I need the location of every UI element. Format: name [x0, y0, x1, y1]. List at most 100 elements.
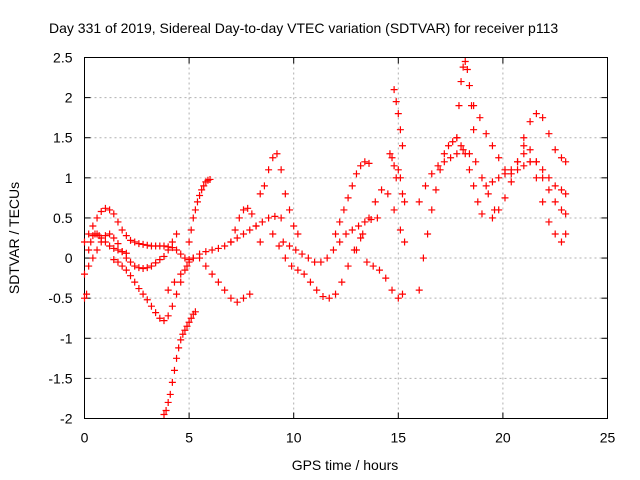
data-point — [463, 66, 471, 74]
data-point — [206, 175, 214, 183]
data-point — [526, 118, 534, 126]
data-point — [281, 254, 289, 262]
data-point — [233, 298, 241, 306]
data-point — [114, 258, 122, 266]
series-arc-8 — [196, 254, 254, 306]
data-point — [311, 258, 319, 266]
axes — [84, 57, 608, 419]
data-point — [89, 222, 97, 230]
data-point — [110, 256, 118, 264]
data-point — [173, 246, 181, 254]
data-point — [457, 78, 465, 86]
data-point — [313, 286, 321, 294]
data-point — [196, 254, 204, 262]
data-point — [185, 258, 193, 266]
y-tick-label: -1.5 — [48, 370, 72, 386]
data-point — [193, 198, 201, 206]
data-point — [432, 186, 440, 194]
data-point — [396, 126, 404, 134]
data-point — [239, 230, 247, 238]
data-point — [342, 230, 350, 238]
data-point — [248, 210, 256, 218]
data-point — [114, 246, 122, 254]
data-point — [235, 214, 243, 222]
data-point — [273, 150, 281, 158]
data-point — [332, 290, 340, 298]
data-point — [348, 182, 356, 190]
data-point — [520, 150, 528, 158]
data-point — [447, 154, 455, 162]
data-point — [562, 210, 570, 218]
data-point — [122, 249, 130, 257]
data-point — [286, 242, 294, 250]
data-point — [106, 242, 114, 250]
data-point — [532, 174, 540, 182]
data-point — [434, 162, 442, 170]
data-point — [415, 286, 423, 294]
data-point — [173, 230, 181, 238]
data-point — [352, 170, 360, 178]
data-point — [306, 278, 314, 286]
y-tick-label: 1.5 — [53, 130, 73, 146]
data-point — [131, 262, 139, 270]
data-point — [545, 218, 553, 226]
data-point — [396, 226, 404, 234]
data-point — [214, 278, 222, 286]
data-point — [97, 234, 105, 242]
data-point — [298, 250, 306, 258]
series-arc-9 — [227, 204, 264, 246]
data-point — [227, 238, 235, 246]
data-point — [557, 238, 565, 246]
data-point — [470, 182, 478, 190]
y-tick-label: 2 — [65, 90, 73, 106]
y-axis-label: SDTVAR / TECUs — [6, 182, 22, 294]
data-point — [160, 252, 168, 260]
data-point — [256, 190, 264, 198]
data-point — [526, 146, 534, 154]
data-point — [336, 218, 344, 226]
data-point — [348, 226, 356, 234]
data-point — [160, 242, 168, 250]
data-point — [398, 142, 406, 150]
data-point — [170, 366, 178, 374]
data-point — [177, 270, 185, 278]
data-point — [300, 270, 308, 278]
data-point — [114, 218, 122, 226]
data-point — [114, 240, 122, 248]
series-arc-20 — [453, 58, 478, 142]
data-point — [539, 166, 547, 174]
data-point — [401, 238, 409, 246]
data-point — [288, 262, 296, 270]
data-point — [495, 174, 503, 182]
data-point — [118, 262, 126, 270]
series-arc-24 — [520, 142, 570, 218]
data-point — [227, 294, 235, 302]
data-point — [388, 154, 396, 162]
series-arc-15 — [363, 258, 406, 302]
data-point — [139, 240, 147, 248]
data-point — [196, 191, 204, 199]
data-point — [131, 278, 139, 286]
data-point — [329, 246, 337, 254]
data-point — [118, 226, 126, 234]
data-point — [359, 230, 367, 238]
data-point — [127, 258, 135, 266]
series-arc-19 — [415, 146, 499, 214]
data-point — [375, 266, 383, 274]
data-point — [465, 166, 473, 174]
data-point — [294, 230, 302, 238]
data-point — [357, 162, 365, 170]
data-point — [183, 322, 191, 330]
data-point — [139, 264, 147, 272]
data-point — [357, 234, 365, 242]
data-point — [164, 312, 172, 320]
series-arc-23 — [482, 150, 570, 246]
data-point — [507, 178, 515, 186]
data-point — [156, 314, 164, 322]
data-point — [484, 190, 492, 198]
data-point — [488, 142, 496, 150]
data-point — [421, 182, 429, 190]
data-point — [173, 290, 181, 298]
data-point — [470, 126, 478, 134]
